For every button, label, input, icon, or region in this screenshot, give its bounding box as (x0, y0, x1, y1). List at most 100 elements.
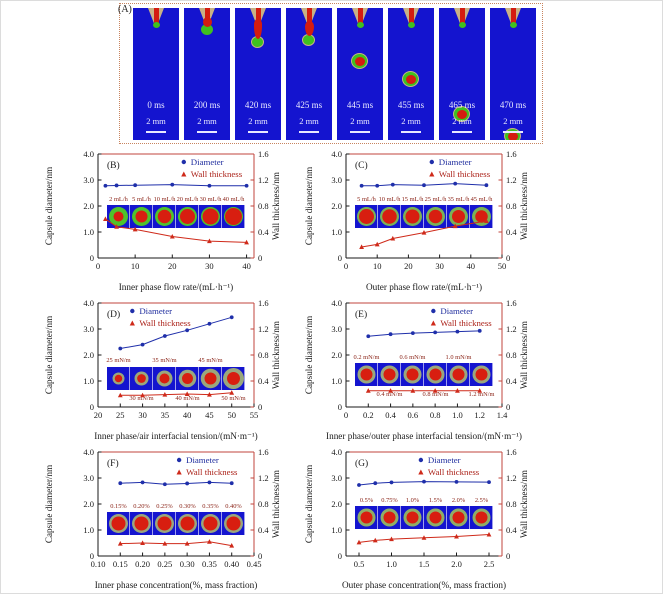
svg-text:2.0: 2.0 (331, 201, 342, 211)
svg-text:0: 0 (506, 402, 510, 412)
svg-text:40 mN/m: 40 mN/m (175, 395, 199, 402)
svg-text:0.4: 0.4 (385, 410, 396, 420)
capsule-core (457, 109, 467, 119)
scale-bar (503, 131, 523, 133)
scale-bar-label: 2 mm (248, 116, 268, 126)
svg-text:0: 0 (258, 551, 262, 561)
svg-text:2.0: 2.0 (83, 350, 94, 360)
svg-text:25 mL/h: 25 mL/h (425, 196, 448, 203)
svg-text:50 mN/m: 50 mN/m (221, 395, 245, 402)
scale-bar (452, 131, 472, 133)
svg-text:(B): (B) (107, 160, 120, 171)
svg-text:1.0: 1.0 (83, 525, 94, 535)
svg-text:20 mL/h: 20 mL/h (177, 196, 200, 203)
svg-text:3.0: 3.0 (83, 324, 94, 334)
nozzle-tip (356, 22, 364, 28)
nozzle-needle (408, 8, 414, 23)
frame-time-label: 445 ms (346, 100, 374, 110)
svg-text:Diameter: Diameter (428, 455, 461, 465)
svg-text:0.5: 0.5 (354, 559, 365, 569)
svg-text:Diameter: Diameter (186, 455, 219, 465)
svg-text:0.4: 0.4 (506, 525, 517, 535)
chart-svg-d: 20 25 30 35 40 45 50 5501.02.03.04.000.40.81.21… (44, 298, 281, 441)
svg-text:Wall thickness/nm: Wall thickness/nm (271, 172, 281, 240)
svg-text:Capsule diameter/nm: Capsule diameter/nm (44, 465, 54, 543)
scale-bar (350, 131, 370, 133)
svg-text:Capsule diameter/nm: Capsule diameter/nm (44, 167, 54, 245)
svg-text:Wall thickness: Wall thickness (186, 467, 238, 477)
svg-text:1.0: 1.0 (331, 376, 342, 386)
nozzle-needle (510, 8, 516, 23)
svg-text:45: 45 (205, 410, 214, 420)
svg-text:30: 30 (435, 261, 444, 271)
svg-text:5 mL/h: 5 mL/h (132, 196, 151, 203)
svg-text:20: 20 (94, 410, 103, 420)
svg-text:1.6: 1.6 (506, 149, 517, 159)
svg-text:2.0%: 2.0% (452, 497, 466, 504)
svg-text:1.2: 1.2 (506, 324, 517, 334)
svg-text:0.4: 0.4 (258, 376, 269, 386)
svg-text:0: 0 (90, 402, 94, 412)
svg-text:Diameter: Diameter (440, 306, 473, 316)
svg-text:35 mL/h: 35 mL/h (448, 196, 471, 203)
scale-bar-label: 2 mm (401, 116, 421, 126)
svg-text:0.20: 0.20 (135, 559, 150, 569)
frame-time-label: 465 ms (448, 100, 476, 110)
svg-text:25 mN/m: 25 mN/m (106, 357, 130, 364)
falling-capsule (453, 106, 470, 122)
charts-grid: 0 10 20 30 40 0 1.0 2.0 3.0 4.0 0 0.4 0.8 1.2 1.6 Inner… (31, 147, 546, 594)
svg-text:45 mN/m: 45 mN/m (198, 357, 222, 364)
svg-text:2.0: 2.0 (83, 201, 94, 211)
svg-text:1.2 mN/m: 1.2 mN/m (469, 391, 495, 398)
svg-text:0.30: 0.30 (180, 559, 195, 569)
droplet-frame-1: 200 ms 2 mm (184, 8, 230, 140)
svg-text:2.0: 2.0 (83, 499, 94, 509)
svg-text:Capsule diameter/nm: Capsule diameter/nm (304, 316, 314, 394)
svg-text:20: 20 (404, 261, 413, 271)
svg-text:50: 50 (227, 410, 236, 420)
droplet-core (254, 19, 262, 39)
svg-text:4.0: 4.0 (331, 447, 342, 457)
svg-text:40 mL/h: 40 mL/h (223, 196, 246, 203)
chart-panel-b: 0 10 20 30 40 0 1.0 2.0 3.0 4.0 0 0.4 0.8 1.2 1.6 Inner… (31, 147, 301, 296)
falling-capsule (351, 53, 368, 69)
svg-text:3.0: 3.0 (331, 175, 342, 185)
svg-text:45 mL/h: 45 mL/h (471, 196, 494, 203)
svg-text:Outer phase flow rate/(mL·h⁻¹): Outer phase flow rate/(mL·h⁻¹) (366, 282, 482, 292)
nozzle-needle (357, 8, 363, 23)
svg-text:0.2 mN/m: 0.2 mN/m (354, 354, 380, 361)
svg-text:Wall thickness: Wall thickness (439, 169, 491, 179)
nozzle-needle (204, 8, 210, 23)
svg-text:1.0%: 1.0% (406, 497, 420, 504)
svg-text:0.8: 0.8 (258, 201, 269, 211)
svg-text:(E): (E) (355, 309, 367, 320)
droplet-frame-0: 0 ms 2 mm (133, 8, 179, 140)
svg-text:10: 10 (131, 261, 140, 271)
scale-bar-label: 2 mm (350, 116, 370, 126)
chart-panel-f: 0.10 0.15 0.20 0.25 0.30 0.35 0.40 0.45 0 1.0 2.0 3… (31, 445, 301, 594)
svg-text:Capsule diameter/nm: Capsule diameter/nm (304, 465, 314, 543)
svg-text:1.2: 1.2 (258, 175, 269, 185)
svg-text:50: 50 (498, 261, 507, 271)
frame-time-label: 455 ms (397, 100, 425, 110)
svg-text:3.0: 3.0 (83, 473, 94, 483)
nozzle-tip (509, 22, 517, 28)
svg-text:1.0: 1.0 (386, 559, 397, 569)
droplet-frame-7: 470 ms 2 mm (490, 8, 536, 140)
nozzle-needle (255, 8, 261, 23)
scale-bar (248, 131, 268, 133)
svg-text:30 mL/h: 30 mL/h (200, 196, 223, 203)
svg-text:1.0: 1.0 (331, 525, 342, 535)
svg-text:1.0: 1.0 (83, 227, 94, 237)
svg-text:3.0: 3.0 (83, 175, 94, 185)
svg-text:40: 40 (183, 410, 192, 420)
droplet-frame-2: 420 ms 2 mm (235, 8, 281, 140)
frame-time-label: 200 ms (193, 100, 221, 110)
panel-a-frames: 0 ms 2 mm 200 ms 2 mm 420 ms 2 mm 425 ms 2 mm 44… (120, 4, 542, 140)
svg-text:0: 0 (338, 253, 342, 263)
frame-time-label: 425 ms (295, 100, 323, 110)
nozzle-needle (459, 8, 465, 23)
scale-bar-label: 2 mm (197, 116, 217, 126)
chart-svg-e: 0 0.2 0.4 0.6 0.8 1.0 1.2 1.401.02.03.04.000.40… (304, 298, 529, 441)
chart-svg-b: 0 10 20 30 40 0 1.0 2.0 3.0 4.0 0 0.4 0.8 1.2 1.6 Inner… (44, 149, 281, 292)
